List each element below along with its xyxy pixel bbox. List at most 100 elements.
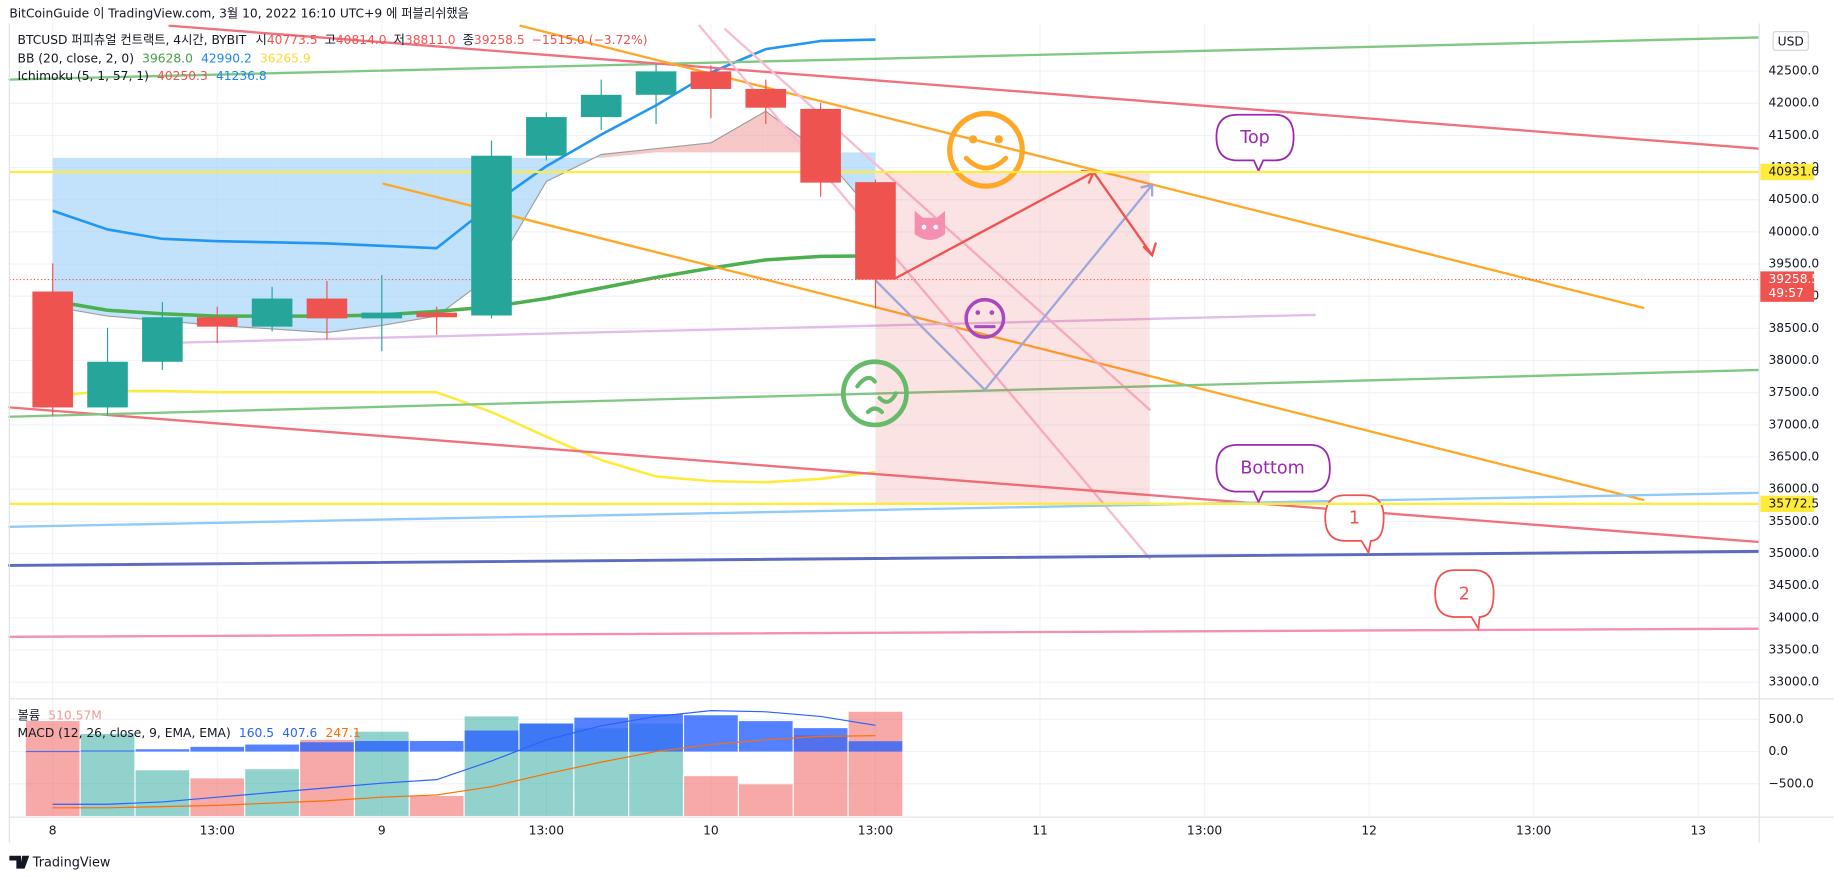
volume-bar xyxy=(300,739,354,816)
y-tick-label: 42500.0 xyxy=(1769,64,1820,78)
callout xyxy=(1215,113,1295,174)
trend-line xyxy=(8,368,1761,418)
macd-histogram-bar xyxy=(464,730,519,752)
indicator-legend: MACD (12, 26, close, 9, EMA, EMA) 160.5 40… xyxy=(18,725,361,739)
indicator-value: 247.1 xyxy=(326,725,361,739)
x-tick-label: 9 xyxy=(378,824,386,838)
candle-body xyxy=(361,312,403,319)
callout-text: 1 xyxy=(1349,509,1360,529)
trend-line xyxy=(8,491,1761,528)
indicator-name: 볼륨 xyxy=(18,708,41,722)
axes: 33000.0 33500.0 34000.0 34500.0 35000.0 35500… xyxy=(49,64,1819,838)
ohlc-label: 종 xyxy=(463,32,474,46)
macd-histogram-bar xyxy=(25,750,80,753)
callout xyxy=(1434,569,1495,632)
arrow-head xyxy=(1140,183,1154,197)
trend-line xyxy=(8,406,1761,544)
cloud-segment xyxy=(381,157,437,326)
volume-bar xyxy=(738,784,793,816)
bollinger-bands xyxy=(52,38,876,484)
ohlc-value: 39258.5 xyxy=(474,32,525,46)
cloud-segment xyxy=(217,157,273,329)
y-tick-label: 40500.0 xyxy=(1769,192,1820,206)
ohlc-label: 시 xyxy=(256,32,267,46)
candle-body xyxy=(855,182,896,280)
candle-body xyxy=(251,298,293,327)
indicator-legend: 볼륨 510.57M xyxy=(18,708,102,722)
trend-line xyxy=(8,36,1761,81)
volume-bar xyxy=(409,795,464,816)
macd-histogram-bar xyxy=(190,746,245,752)
trend-line xyxy=(168,24,1761,150)
indicator-legends: BB (20, close, 2, 0) 39628.0 42990.2 36265.… xyxy=(18,51,361,739)
change: −1515.0 (−3.72%) xyxy=(532,32,648,46)
icon-face xyxy=(855,375,898,415)
x-tick-label: 11 xyxy=(1032,824,1048,838)
y-tick-label: 37000.0 xyxy=(1769,417,1820,431)
volume-bar xyxy=(135,770,190,816)
lower-pane xyxy=(25,710,903,816)
candle-body xyxy=(471,155,512,316)
trend-line xyxy=(7,549,1761,567)
x-tick-label: 8 xyxy=(49,824,57,838)
y-tick-label: 0.0 xyxy=(1769,744,1789,758)
macd-histogram-bar xyxy=(629,714,683,752)
volume-bar xyxy=(80,733,135,816)
macd-histogram-bar xyxy=(409,741,464,752)
macd-histogram-bar xyxy=(848,741,903,752)
cloud-segment xyxy=(52,157,108,317)
y-tick-label: 36500.0 xyxy=(1769,450,1820,464)
icon-eye xyxy=(989,310,995,315)
dizzy-icon xyxy=(840,359,909,428)
indicator-value: 160.5 xyxy=(239,725,274,739)
volume-bar xyxy=(848,711,903,816)
candle-body xyxy=(196,317,238,327)
y-tick-label: 41500.0 xyxy=(1769,128,1820,142)
candle-body xyxy=(800,108,841,183)
macd-histogram-bar xyxy=(80,750,135,752)
indicator-value: 407.6 xyxy=(282,725,317,739)
trend-line xyxy=(162,313,1316,345)
y-tick-label: 36000.0 xyxy=(1769,482,1820,496)
cloud-segment xyxy=(162,157,218,326)
footer: TradingView xyxy=(32,855,111,870)
callout-text: Bottom xyxy=(1240,458,1304,478)
smiley-eye xyxy=(994,135,1003,144)
candles xyxy=(32,64,896,416)
smiley-mouth xyxy=(963,155,1009,171)
ohlc-value: 38811.0 xyxy=(405,32,456,46)
macd-histogram-bar xyxy=(793,728,848,752)
candle-body xyxy=(580,94,622,118)
bb-line xyxy=(52,254,876,318)
callout xyxy=(1215,443,1331,505)
ichimoku-lead-a xyxy=(52,110,876,334)
ohlc-value: 40814.0 xyxy=(336,32,387,46)
price-label-box xyxy=(1760,495,1815,513)
candle-body xyxy=(690,71,732,89)
icon-eye xyxy=(933,224,939,230)
arrow-head xyxy=(1142,242,1157,258)
callout-text: 2 xyxy=(1459,585,1470,605)
y-tick-label: 34500.0 xyxy=(1769,578,1820,592)
smiley-icon xyxy=(947,110,1025,189)
macd-histogram-bar xyxy=(738,721,793,752)
bb-line xyxy=(52,38,876,250)
logo xyxy=(9,855,30,869)
indicator-legend: BB (20, close, 2, 0) 39628.0 42990.2 36265.… xyxy=(18,51,311,65)
trend-line xyxy=(8,627,1761,639)
volume-bar xyxy=(25,721,80,816)
trend-line xyxy=(698,24,1151,560)
y-tick-label: 42000.0 xyxy=(1769,96,1820,110)
price-label: 39258.5 xyxy=(1769,272,1820,286)
y-tick-label: 33000.0 xyxy=(1769,675,1820,689)
cloud-segment xyxy=(710,111,766,153)
symbol-legend: BTCUSD 퍼피츄얼 컨트랙트, 4시간, BYBIT 시40773.5 고408… xyxy=(18,32,648,46)
smiley-eye xyxy=(969,135,978,144)
indicator-value: 510.57M xyxy=(48,708,101,722)
cloud-segment xyxy=(107,157,163,321)
price-label: 40931.0 xyxy=(1769,165,1820,179)
icon-eye xyxy=(921,224,927,230)
callout xyxy=(1324,494,1385,555)
